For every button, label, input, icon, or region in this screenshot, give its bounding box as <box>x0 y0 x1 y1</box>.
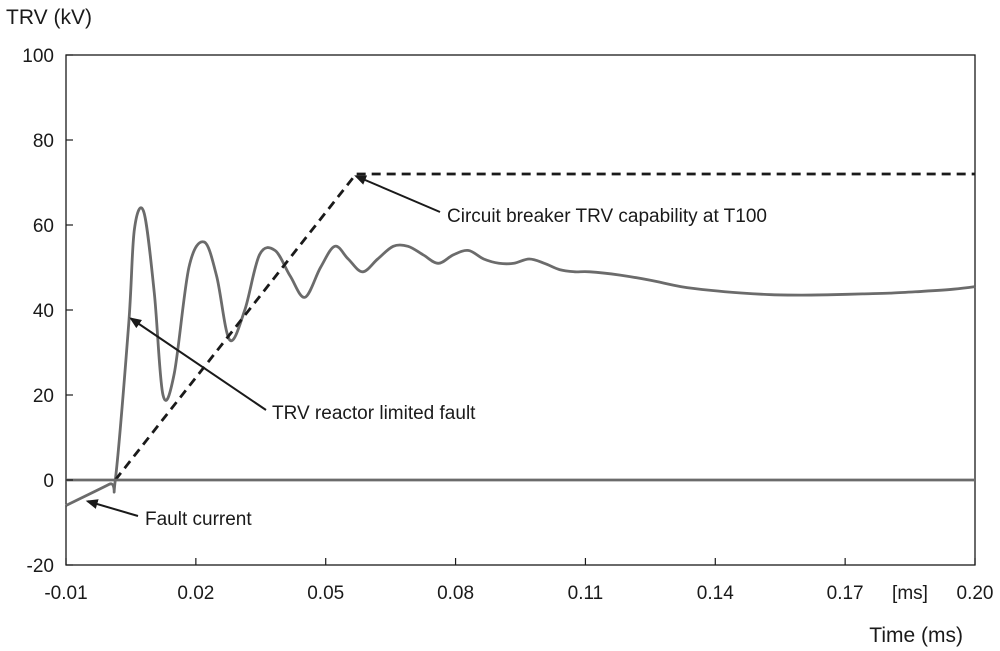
series-line-1 <box>114 172 975 481</box>
x-tick-label: 0.08 <box>437 583 474 604</box>
x-tick-label: -0.01 <box>44 583 87 604</box>
annotation-label: Fault current <box>145 509 252 530</box>
x-tick-label: 0.17 <box>827 583 864 604</box>
y-axis-title: TRV (kV) <box>6 6 92 29</box>
y-tick-label: 40 <box>33 301 54 322</box>
annotation-label: Circuit breaker TRV capability at T100 <box>447 206 767 227</box>
y-tick-label: 80 <box>33 131 54 152</box>
x-tick-label: 0.11 <box>568 583 604 604</box>
y-tick-label: 100 <box>22 46 54 67</box>
y-tick-label: 20 <box>33 386 54 407</box>
x-tick-label: 0.05 <box>307 583 344 604</box>
plot-frame <box>65 54 976 566</box>
y-tick-label: -20 <box>27 556 54 577</box>
x-unit-label: [ms] <box>892 583 928 604</box>
x-tick-label: 0.20 <box>957 583 994 604</box>
x-tick-label: 0.02 <box>177 583 214 604</box>
annotation-arrow <box>85 499 139 517</box>
y-tick-label: 60 <box>33 216 54 237</box>
annotation-arrow <box>354 175 441 213</box>
annotation-label: TRV reactor limited fault <box>272 403 476 424</box>
x-axis-title: Time (ms) <box>869 624 963 647</box>
series-line-0 <box>65 206 976 507</box>
y-tick-label: 0 <box>43 471 54 492</box>
x-tick-label: 0.14 <box>697 583 734 604</box>
annotation-arrow <box>129 317 267 411</box>
